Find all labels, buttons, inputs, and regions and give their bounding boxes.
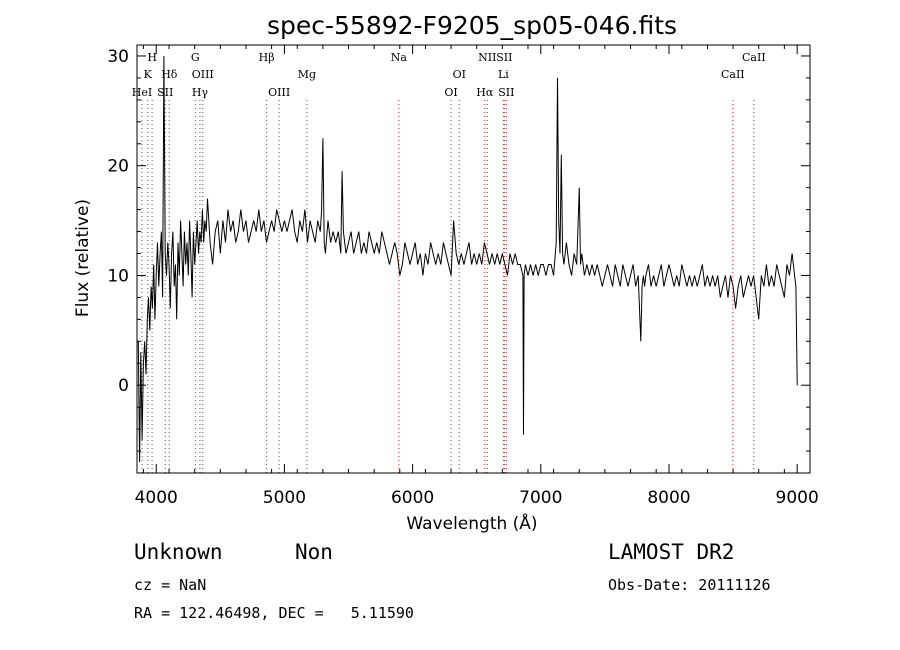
survey-label: LAMOST DR2 (608, 540, 735, 564)
spectral-line-label: Mg (298, 68, 316, 81)
spectral-line-label: Hα (476, 86, 494, 99)
x-tick-label: 7000 (519, 488, 562, 508)
spectral-line-label: NII (478, 51, 496, 64)
spectral-line-label: G (191, 51, 200, 64)
spectral-line-label: H (147, 51, 157, 64)
spectral-line-label: K (144, 68, 153, 81)
y-axis-label: Flux (relative) (73, 199, 93, 317)
x-tick-label: 5000 (263, 488, 306, 508)
spectral-line-label: Li (498, 68, 509, 81)
spectral-line-label: Na (391, 51, 408, 64)
axis-ticks-layer: 4000 5000 6000 7000 8000 9000 0 10 20 30 (107, 45, 819, 508)
y-tick-label: 0 (118, 376, 129, 396)
spectral-line-label: SII (498, 86, 514, 99)
object-class-label: Unknown (134, 540, 223, 564)
spectral-line-label: OIII (192, 68, 214, 81)
spectral-line-label: Hδ (161, 68, 178, 81)
spectral-line-label: Hγ (192, 86, 209, 99)
spectral-line-label: OI (453, 68, 466, 81)
spectral-line-label: CaII (742, 51, 766, 64)
x-tick-label: 6000 (391, 488, 434, 508)
spectral-line-label: CaII (721, 68, 745, 81)
spectral-line-label: HeI (132, 86, 152, 99)
x-tick-label: 9000 (776, 488, 819, 508)
spectral-line-label: OI (444, 86, 457, 99)
coordinates-text: RA = 122.46498, DEC = 5.11590 (134, 604, 414, 622)
y-tick-label: 10 (107, 266, 129, 286)
spectral-line-label: OIII (268, 86, 290, 99)
object-subclass-label: Non (295, 540, 333, 564)
spectral-lines-layer: HK HeI SII Hδ G OIII Hγ Hβ OIII Mg Na OI OI NII Hα SII L… (132, 51, 766, 473)
x-tick-label: 8000 (647, 488, 690, 508)
x-tick-label: 4000 (135, 488, 178, 508)
plot-frame (136, 44, 811, 474)
spectral-line-label: SII (496, 51, 512, 64)
y-tick-label: 20 (107, 157, 129, 177)
x-axis-label: Wavelength (Å) (406, 512, 537, 534)
observation-date-text: Obs-Date: 20111126 (608, 576, 771, 594)
spectral-line-label: SII (157, 86, 173, 99)
spectral-line-label: Hβ (259, 51, 275, 64)
redshift-text: cz = NaN (134, 576, 207, 594)
y-tick-label: 30 (107, 47, 129, 67)
chart-title: spec-55892-F9205_sp05-046.fits (267, 11, 677, 40)
spectrum-series-line (137, 55, 798, 463)
